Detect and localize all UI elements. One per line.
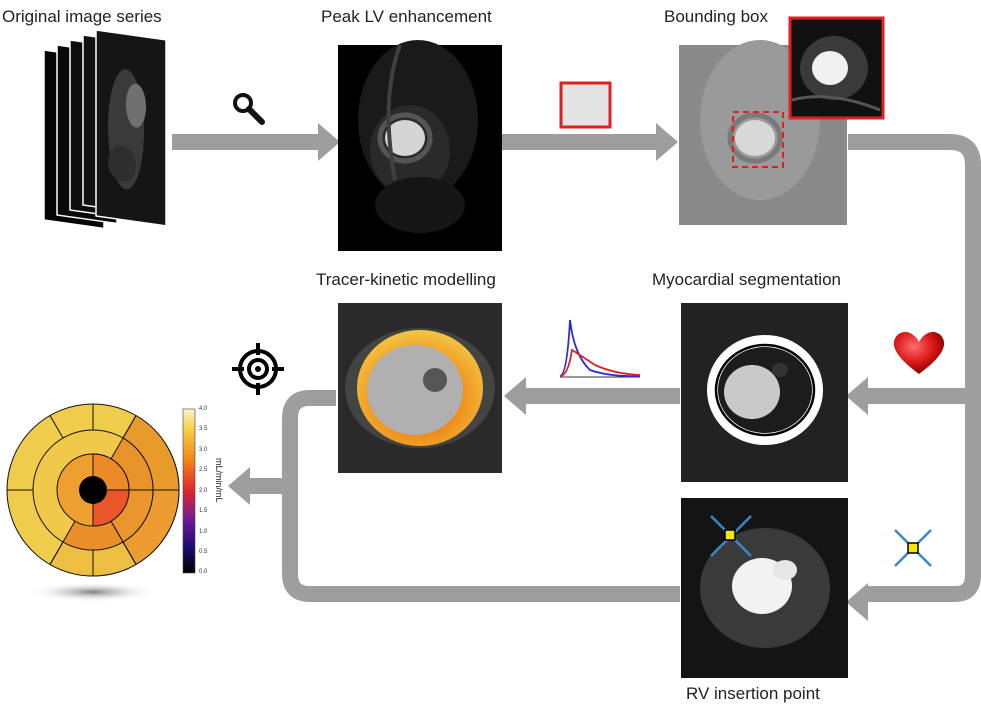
- crosshair-icon: [894, 529, 932, 567]
- label-rv-insertion: RV insertion point: [686, 684, 820, 703]
- box-icon: [559, 81, 612, 129]
- colorbar-tick: 2.5: [199, 467, 208, 473]
- label-myocardial-segmentation: Myocardial segmentation: [652, 270, 841, 289]
- polar-map: [6, 403, 180, 602]
- myocardial-segmentation-image: [681, 303, 848, 482]
- colorbar-tick: 1.5: [199, 508, 208, 514]
- flow-arrows: [172, 123, 981, 621]
- image-series-stack: [43, 29, 167, 230]
- heart-icon: [893, 332, 945, 374]
- label-original-series: Original image series: [2, 7, 162, 26]
- magnifier-icon: [233, 93, 265, 125]
- colorbar: [182, 408, 196, 574]
- colorbar-tick: 1.0: [199, 529, 208, 535]
- rv-insertion-image: [681, 498, 848, 678]
- colorbar-tick: 3.0: [199, 447, 208, 453]
- label-peak-lv: Peak LV enhancement: [321, 7, 492, 26]
- colorbar-tick: 0.5: [199, 549, 208, 555]
- colorbar-tick: 4.0: [199, 406, 208, 412]
- tracer-kinetic-image: [338, 303, 502, 473]
- colorbar-units: mL/min/mL: [214, 458, 224, 503]
- curve-icon: [559, 319, 641, 378]
- peak-lv-image: [338, 40, 502, 251]
- colorbar-tick: 3.5: [199, 426, 208, 432]
- target-icon: [232, 343, 284, 395]
- colorbar-tick: 0.0: [199, 569, 208, 575]
- label-bounding-box: Bounding box: [664, 7, 768, 26]
- label-tracer-kinetic: Tracer-kinetic modelling: [316, 270, 496, 289]
- bounding-box-image: [679, 16, 885, 225]
- colorbar-tick: 2.0: [199, 488, 208, 494]
